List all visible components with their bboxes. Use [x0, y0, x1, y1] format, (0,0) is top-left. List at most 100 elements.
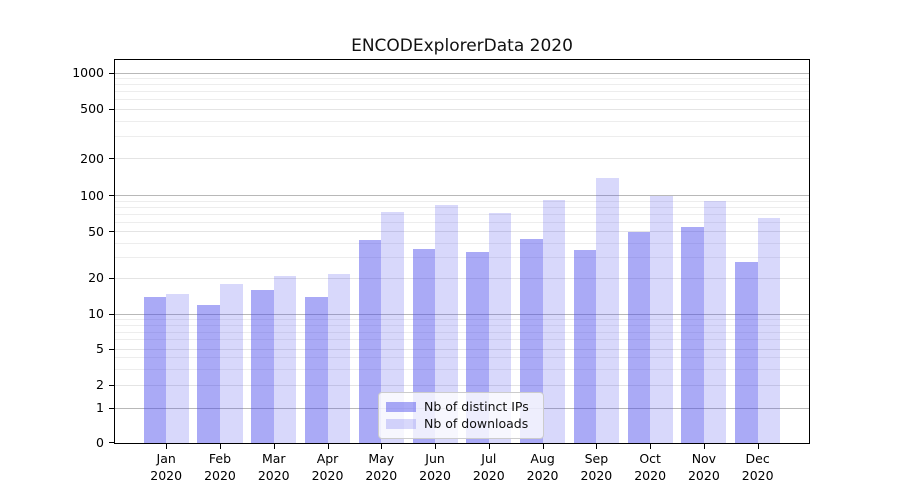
- bar-downloads-dec: [757, 217, 781, 443]
- x-tick-mark: [488, 444, 490, 449]
- bar-distinct-ips-jan: [143, 297, 167, 443]
- gridline: [115, 136, 809, 138]
- gridline: [115, 91, 809, 93]
- legend-swatch-downloads: [386, 418, 416, 429]
- x-tick-label: Mar 2020: [257, 451, 290, 483]
- gridline: [115, 200, 809, 202]
- bar-distinct-ips-mar: [251, 290, 274, 443]
- y-tick-label: 1000: [72, 65, 104, 80]
- x-tick-label: Aug 2020: [526, 451, 559, 483]
- x-tick-mark: [650, 444, 652, 449]
- gridline: [115, 313, 809, 315]
- x-tick-mark: [166, 444, 168, 449]
- legend: Nb of distinct IPs Nb of downloads: [378, 392, 544, 439]
- bar-downloads-nov: [703, 201, 727, 443]
- x-tick-label: May 2020: [365, 451, 398, 483]
- gridline: [115, 195, 809, 197]
- bar-downloads-feb: [219, 284, 243, 443]
- bar-distinct-ips-may: [358, 239, 382, 443]
- y-tick-mark: [109, 348, 114, 350]
- x-tick-label: Nov 2020: [687, 451, 720, 483]
- legend-label-downloads: Nb of downloads: [424, 415, 529, 431]
- gridline: [115, 357, 809, 359]
- y-tick-mark: [109, 277, 114, 279]
- x-tick-label: Oct 2020: [634, 451, 667, 483]
- y-tick-mark: [109, 158, 114, 159]
- x-tick-mark: [757, 444, 759, 449]
- bar-downloads-may: [381, 211, 404, 443]
- gridline: [115, 120, 809, 122]
- bar-downloads-jul: [488, 212, 512, 443]
- x-tick-mark: [435, 444, 437, 449]
- y-tick-label: 20: [88, 270, 104, 286]
- bar-downloads-mar: [273, 276, 297, 443]
- x-tick-mark: [596, 444, 598, 449]
- gridline: [115, 331, 809, 333]
- gridline: [115, 348, 809, 350]
- y-tick-label: 100: [80, 187, 104, 203]
- legend-label-distinct-ips: Nb of distinct IPs: [424, 399, 529, 415]
- x-tick-label: Apr 2020: [311, 451, 344, 483]
- bar-downloads-sep: [596, 178, 619, 443]
- gridline: [115, 77, 809, 79]
- gridline: [115, 221, 809, 223]
- y-tick-label: 10: [88, 306, 104, 321]
- x-tick-label: Sep 2020: [580, 451, 613, 483]
- gridline: [115, 158, 809, 159]
- bar-downloads-jun: [435, 205, 458, 443]
- gridline: [115, 368, 809, 370]
- bar-downloads-apr: [327, 274, 351, 443]
- plot-area: [114, 59, 810, 444]
- y-tick-mark: [109, 231, 114, 233]
- legend-swatch-distinct-ips: [386, 402, 416, 413]
- y-tick-mark: [109, 384, 114, 386]
- gridline: [115, 257, 809, 259]
- gridline: [115, 231, 809, 233]
- bar-downloads-aug: [542, 200, 566, 443]
- gridline: [115, 318, 809, 320]
- bar-distinct-ips-dec: [735, 261, 758, 443]
- x-tick-label: Jun 2020: [419, 451, 451, 483]
- gridline: [115, 206, 809, 208]
- y-tick-mark: [109, 313, 114, 315]
- x-tick-label: Jul 2020: [472, 451, 505, 483]
- bar-distinct-ips-sep: [573, 250, 597, 443]
- gridline: [115, 277, 809, 279]
- bar-distinct-ips-feb: [197, 305, 220, 443]
- x-tick-mark: [327, 444, 329, 449]
- bar-distinct-ips-oct: [627, 232, 651, 443]
- bar-distinct-ips-nov: [681, 227, 704, 443]
- bar-distinct-ips-aug: [520, 238, 543, 443]
- y-tick-mark: [109, 195, 114, 197]
- y-tick-label: 50: [88, 223, 104, 239]
- y-tick-mark: [109, 407, 114, 409]
- x-tick-mark: [703, 444, 705, 449]
- x-tick-mark: [273, 444, 275, 449]
- bar-downloads-jan: [166, 293, 189, 443]
- chart-title: ENCODExplorerData 2020: [351, 36, 573, 56]
- bar-downloads-oct: [650, 196, 673, 443]
- x-tick-label: Dec 2020: [741, 451, 774, 483]
- y-tick-label: 0: [96, 434, 104, 450]
- y-tick-label: 5: [96, 341, 104, 356]
- y-tick-mark: [109, 442, 114, 443]
- x-tick-mark: [381, 444, 383, 449]
- y-tick-label: 2: [96, 377, 104, 392]
- x-tick-mark: [542, 444, 544, 449]
- legend-item-distinct-ips: Nb of distinct IPs: [386, 399, 534, 416]
- x-tick-label: Jan 2020: [150, 451, 183, 483]
- gridline: [115, 72, 809, 74]
- y-tick-label: 500: [80, 101, 104, 116]
- gridline: [115, 384, 809, 386]
- y-tick-mark: [109, 108, 114, 110]
- x-tick-label: Feb 2020: [204, 451, 236, 483]
- gridline: [115, 339, 809, 341]
- bar-distinct-ips-apr: [304, 297, 328, 443]
- gridline: [115, 324, 809, 326]
- gridline: [115, 242, 809, 244]
- legend-item-downloads: Nb of downloads: [386, 416, 534, 433]
- y-tick-label: 200: [80, 150, 104, 166]
- gridline: [115, 213, 809, 215]
- y-tick-label: 1: [96, 400, 104, 416]
